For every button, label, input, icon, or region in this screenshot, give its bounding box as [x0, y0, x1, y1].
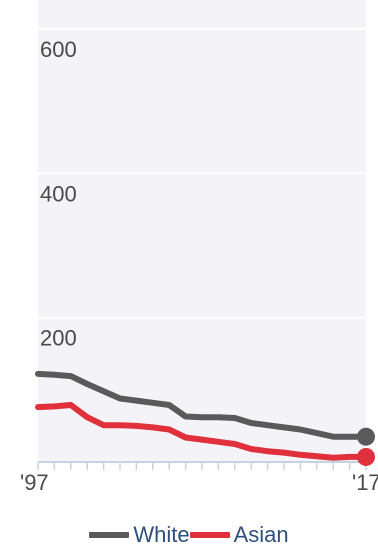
legend-swatch-white: [89, 532, 130, 538]
x-tick-label-end: '17: [352, 470, 378, 495]
series-lines: [35, 370, 369, 461]
gridlines: [38, 27, 366, 319]
series-endpoints: [357, 427, 375, 466]
y-axis-tick-labels: 200 400 600: [40, 37, 77, 351]
x-tick-label-start: '97: [20, 470, 49, 495]
y-tick-label-600: 600: [40, 37, 77, 62]
plot-background: [38, 0, 366, 462]
series-endpoint-white[interactable]: [357, 427, 375, 446]
legend-swatch-asian: [189, 532, 230, 538]
legend: White Asian: [0, 520, 378, 550]
legend-item-white[interactable]: White: [89, 522, 190, 548]
series-line-asian: [35, 402, 369, 461]
series-endpoint-asian[interactable]: [357, 447, 375, 466]
y-tick-label-200: 200: [40, 326, 77, 351]
y-tick-label-400: 400: [40, 181, 77, 206]
series-line-white: [35, 370, 369, 440]
legend-label-asian: Asian: [233, 522, 289, 547]
legend-item-asian[interactable]: Asian: [189, 522, 289, 548]
legend-label-white: White: [133, 522, 190, 547]
x-axis: '97 '17: [20, 461, 378, 495]
